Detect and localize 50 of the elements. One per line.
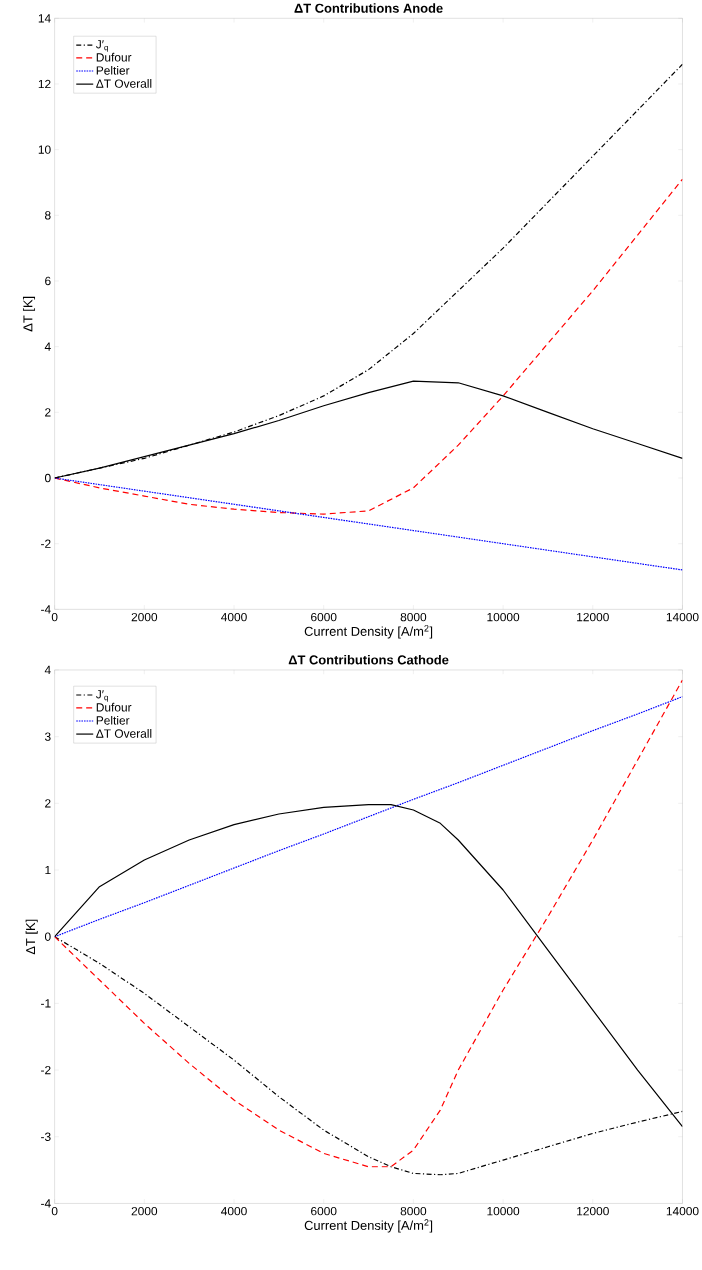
y-tick-label: -2 [40, 1065, 51, 1075]
chart-title: ΔT Contributions Cathode [288, 654, 449, 665]
legend-label: ΔT Overall [95, 79, 152, 88]
x-tick-label: 12000 [576, 1206, 609, 1216]
legend-label: Dufour [96, 702, 132, 712]
line-series [54, 477, 683, 571]
legend-label: Peltier [96, 65, 130, 75]
x-tick-label: 10000 [487, 1206, 520, 1216]
x-tick-label: 6000 [310, 1206, 337, 1216]
x-tick-label: 8000 [400, 1206, 427, 1216]
y-tick-label: 12 [38, 79, 51, 89]
y-tick-label: 1 [45, 865, 51, 875]
x-tick-label: 14000 [666, 1206, 699, 1216]
x-tick-label: 2000 [131, 1206, 157, 1216]
x-tick-label: 2000 [131, 612, 157, 622]
x-tick-label: 14000 [666, 612, 699, 622]
y-tick-label: 14 [38, 14, 51, 23]
x-axis-title: Current Density [A/m$^{2}$] [304, 1219, 432, 1233]
x-tick-label: 4000 [220, 1206, 247, 1216]
x-tick-label: 6000 [310, 612, 337, 622]
y-tick-label: 8 [44, 211, 51, 220]
legend-label: Dufour [96, 52, 132, 62]
y-axis-title: ΔT [K] [22, 296, 35, 332]
y-tick-label: 2 [44, 799, 51, 808]
y-tick-label: 6 [44, 276, 51, 286]
y-tick-label: 2 [44, 408, 51, 417]
y-tick-label: 4 [44, 665, 51, 675]
x-tick-label: 10000 [487, 612, 520, 622]
legend-label: J′$_{q}$ [95, 40, 108, 52]
y-tick-label: -1 [40, 999, 51, 1008]
x-tick-label: 12000 [576, 612, 609, 622]
x-tick-label: 0 [51, 1206, 58, 1216]
x-tick-label: 0 [51, 612, 58, 622]
x-tick-label: 8000 [400, 612, 427, 622]
y-tick-label: -2 [40, 539, 51, 548]
y-tick-label: -4 [40, 605, 51, 614]
legend-label: Peltier [96, 715, 130, 725]
y-axis-title: ΔT [K] [25, 919, 38, 955]
x-tick-label: 4000 [220, 612, 247, 622]
y-tick-label: 4 [44, 342, 51, 351]
y-tick-label: -3 [40, 1132, 51, 1141]
y-tick-label: -4 [40, 1199, 51, 1208]
chart-title: ΔT Contributions Anode [294, 3, 443, 13]
y-tick-label: 10 [38, 145, 51, 154]
x-axis-title: Current Density [A/m$^{2}$] [304, 625, 432, 639]
y-tick-label: 0 [44, 932, 51, 941]
y-tick-label: 0 [44, 473, 51, 483]
y-tick-label: 3 [44, 732, 51, 741]
legend-label: J′$_{q}$ [95, 690, 108, 702]
legend-label: ΔT Overall [95, 729, 152, 738]
